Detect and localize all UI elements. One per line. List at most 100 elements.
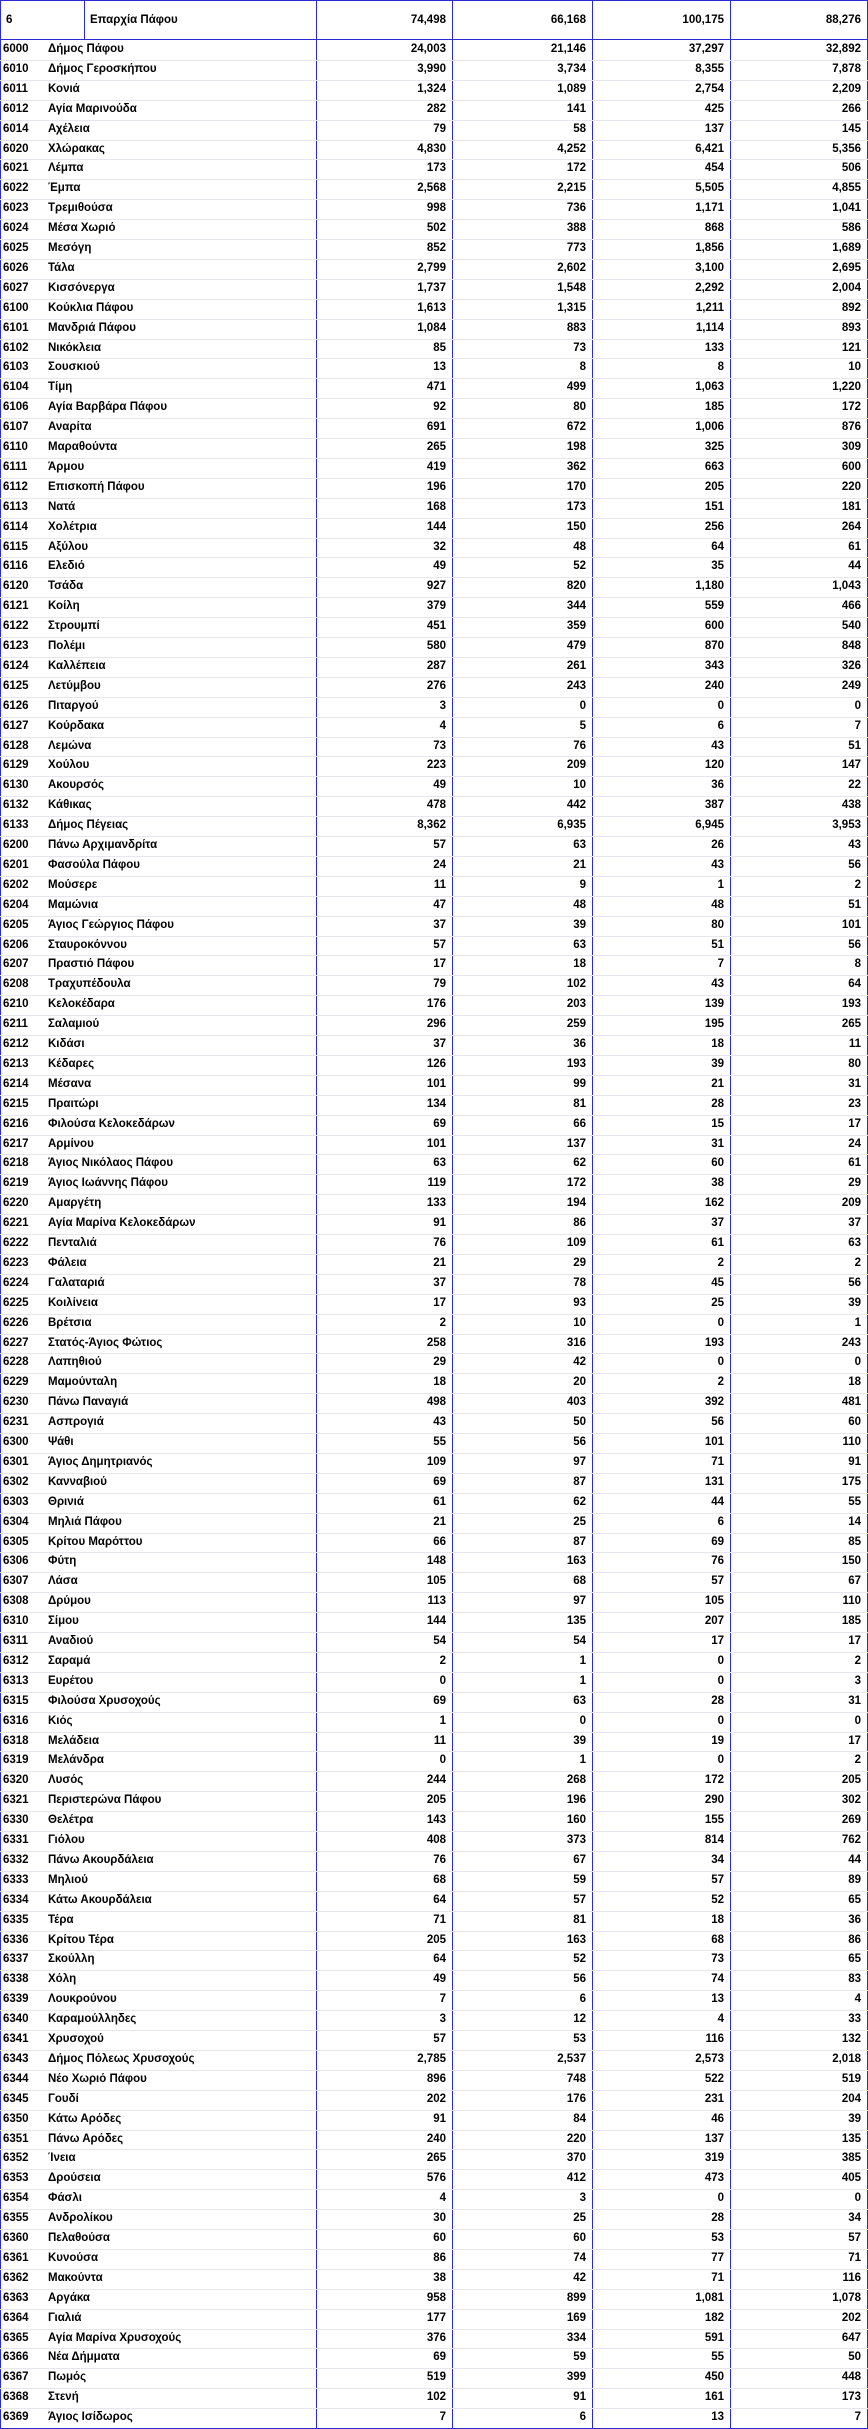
- row-value: 74: [711, 1973, 724, 1986]
- row-code: 6101: [3, 321, 29, 334]
- row-value: 868: [704, 222, 724, 235]
- row-line: [0, 199, 868, 201]
- row-value: 876: [841, 421, 861, 434]
- row-value: 1: [579, 1674, 586, 1687]
- row-line: [0, 895, 868, 897]
- row-value: 0: [854, 699, 861, 712]
- row-value: 105: [704, 1595, 724, 1608]
- row-value: 18: [711, 1913, 724, 1926]
- row-name: Ακουρσός: [48, 779, 105, 792]
- row-value: 506: [841, 162, 861, 175]
- row-name: Ελεδιό: [48, 560, 85, 573]
- row-code: 6133: [3, 819, 29, 832]
- row-value: 71: [711, 2271, 724, 2284]
- row-value: 196: [566, 1794, 586, 1807]
- row-value: 287: [426, 659, 446, 672]
- row-value: 87: [573, 1535, 586, 1548]
- row-value: 42: [573, 1356, 586, 1369]
- row-name: Στενή: [48, 2391, 79, 2404]
- row-name: Πολέμι: [48, 640, 86, 652]
- row-value: 176: [426, 998, 446, 1011]
- row-line: [0, 597, 868, 599]
- row-line: [0, 2129, 868, 2131]
- row-code: 6128: [3, 739, 29, 752]
- row-value: 0: [717, 699, 724, 712]
- row-value: 1,114: [695, 321, 724, 334]
- row-code: 6362: [3, 2271, 29, 2284]
- row-value: 68: [433, 1873, 446, 1886]
- row-value: 7: [717, 958, 724, 971]
- row-value: 209: [566, 759, 586, 772]
- row-value: 31: [848, 1694, 861, 1707]
- row-value: 30: [433, 2212, 446, 2225]
- row-line: [0, 1612, 868, 1614]
- row-name: Μεσόγη: [48, 242, 92, 254]
- row-value: 56: [711, 1416, 724, 1429]
- row-value: 101: [704, 1436, 724, 1448]
- row-value: 0: [717, 1654, 724, 1667]
- row-name: Κιός: [48, 1714, 73, 1727]
- row-name: Ασπρογιά: [48, 1416, 104, 1429]
- row-value: 76: [711, 1555, 724, 1568]
- row-value: 266: [841, 102, 861, 115]
- row-value: 69: [433, 1117, 446, 1130]
- row-value: 18: [848, 1376, 861, 1389]
- row-value: 848: [841, 640, 861, 652]
- row-code: 6107: [3, 421, 29, 434]
- row-value: 6: [579, 2411, 586, 2424]
- row-value: 61: [433, 1495, 446, 1508]
- row-value: 46: [711, 2112, 724, 2125]
- row-value: 326: [841, 659, 861, 672]
- row-line: [0, 796, 868, 798]
- row-code: 6338: [3, 1973, 29, 1986]
- row-code: 6363: [3, 2291, 29, 2304]
- row-value: 4: [717, 2013, 724, 2026]
- row-line: [0, 1194, 868, 1196]
- row-value: 319: [704, 2152, 724, 2165]
- row-value: 60: [433, 2232, 446, 2244]
- row-code: 6124: [3, 659, 29, 672]
- row-line: [0, 219, 868, 221]
- header-code: 6: [6, 14, 13, 26]
- row-name: Χούλου: [48, 759, 90, 772]
- row-line: [0, 637, 868, 638]
- row-value: 86: [573, 1217, 586, 1230]
- row-value: 119: [427, 1177, 446, 1190]
- row-name: Χολέτρια: [48, 520, 97, 533]
- row-value: 43: [711, 739, 724, 752]
- row-value: 2,004: [832, 281, 861, 294]
- row-value: 113: [427, 1595, 446, 1608]
- row-code: 6116: [3, 560, 28, 573]
- row-value: 870: [704, 640, 724, 652]
- row-value: 450: [704, 2371, 724, 2384]
- row-value: 91: [573, 2391, 586, 2404]
- row-value: 137: [704, 2132, 724, 2145]
- row-value: 57: [711, 1873, 724, 1886]
- row-code: 6344: [3, 2072, 29, 2085]
- row-value: 18: [433, 1376, 446, 1389]
- row-value: 80: [573, 401, 586, 414]
- row-code: 6022: [3, 182, 29, 195]
- row-code: 6214: [3, 1077, 29, 1090]
- row-value: 282: [426, 102, 446, 115]
- row-value: 502: [426, 222, 446, 235]
- row-name: Κάτω Ακουρδάλεια: [48, 1893, 152, 1906]
- row-line: [0, 2069, 868, 2071]
- row-code: 6334: [3, 1893, 29, 1906]
- row-value: 48: [711, 898, 724, 911]
- row-name: Αξύλου: [48, 540, 89, 553]
- row-value: 540: [841, 620, 861, 633]
- row-value: 10: [573, 779, 586, 792]
- row-name: Κιδάσι: [48, 1038, 85, 1050]
- row-line: [0, 2388, 868, 2390]
- row-name: Δήμος Γεροσκήπου: [48, 62, 157, 75]
- row-value: 0: [717, 2192, 724, 2205]
- row-name: Στρουμπί: [48, 620, 100, 633]
- row-name: Άγιος Ιωάννης Πάφου: [48, 1177, 168, 1190]
- row-name: Αναρίτα: [48, 421, 92, 434]
- row-value: 892: [841, 301, 861, 314]
- row-value: 2,215: [557, 182, 586, 195]
- row-code: 6343: [3, 2052, 29, 2065]
- row-value: 2: [717, 1256, 724, 1269]
- row-value: 53: [711, 2232, 724, 2244]
